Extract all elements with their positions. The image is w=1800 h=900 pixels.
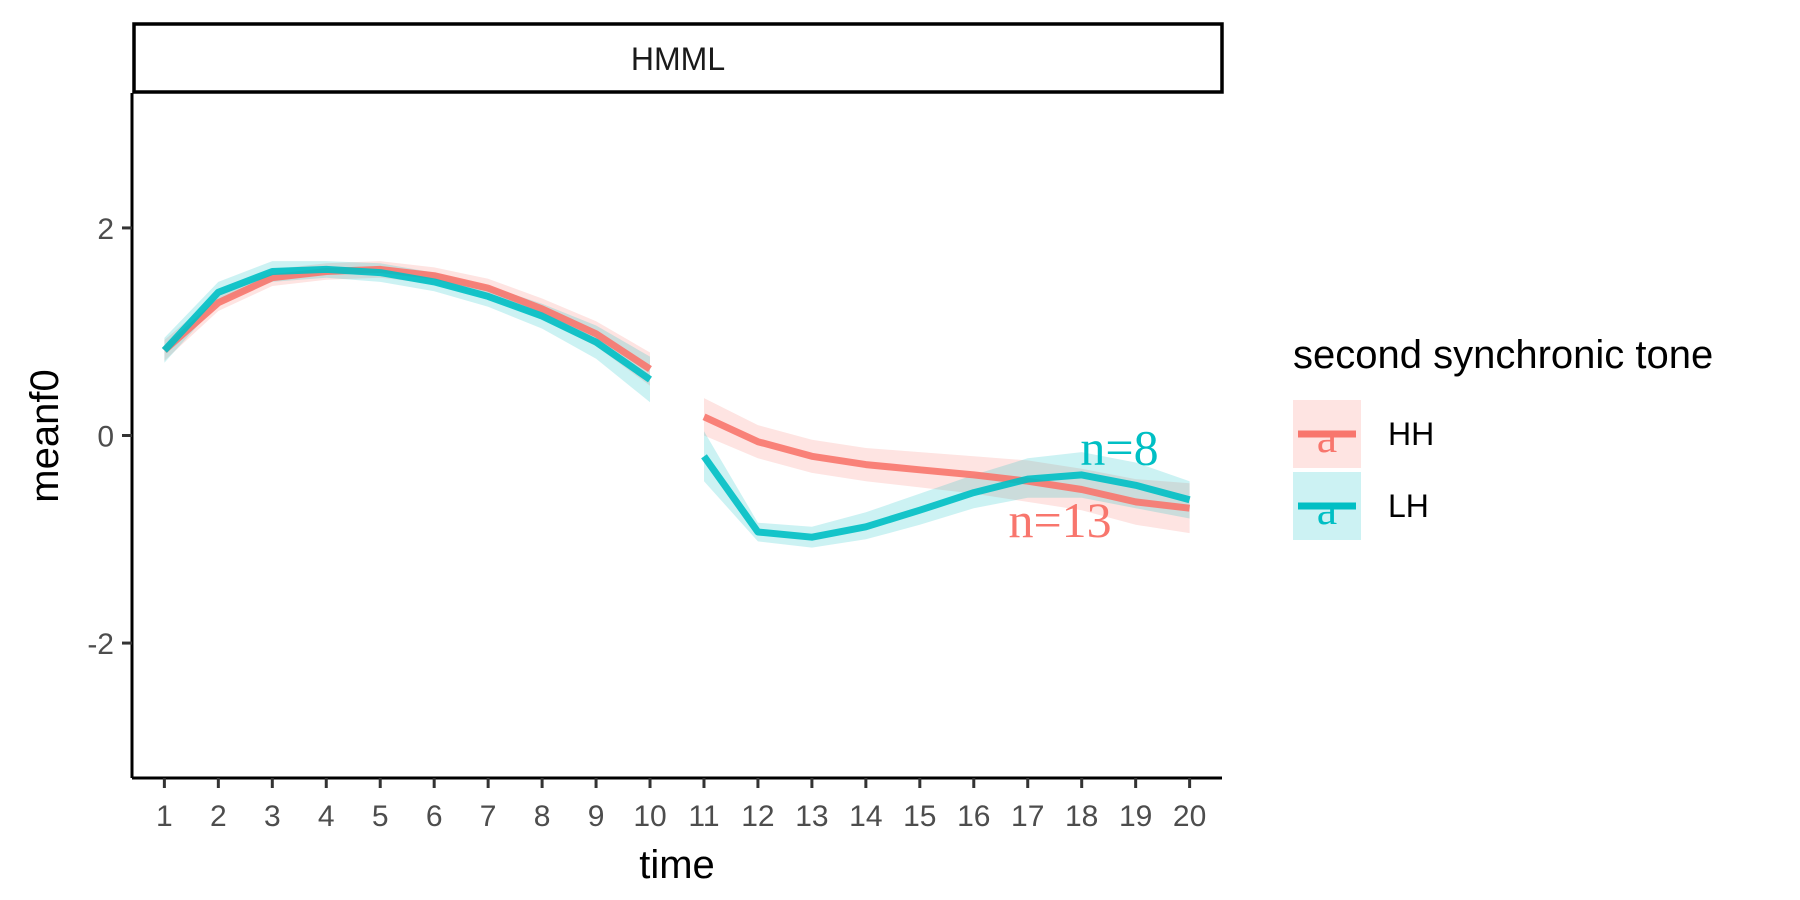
point-hh-t3 [272,277,273,278]
point-hh-t14 [865,464,866,465]
legend-keys: a HH a LH [1293,400,1434,540]
point-lh-t15 [919,510,920,511]
y-tick-label: 2 [97,213,114,246]
x-tick-label: 3 [264,800,281,833]
line-lh-segment-1 [161,265,652,383]
legend: second synchronic tone a HH a LH [1293,333,1713,540]
legend-title: second synchronic tone [1293,333,1713,377]
band-lh-segment-2 [704,431,1190,548]
x-tick-label: 4 [318,800,335,833]
x-tick-label: 19 [1119,800,1152,833]
x-tick-label: 12 [741,800,774,833]
axes [130,93,1222,780]
band-lh-segment-1 [164,261,650,403]
point-hh-t13 [811,456,812,457]
x-tick-label: 7 [480,800,497,833]
point-hh-t18 [1081,489,1082,490]
y-tick-label: -2 [87,628,114,661]
y-ticks: -2 0 2 [87,213,132,661]
point-hh-t9 [596,333,597,334]
point-lh-t9 [596,342,597,343]
point-lh-t16 [973,492,974,493]
facet-strip: HMML [132,22,1224,94]
legend-label-hh: HH [1388,416,1434,452]
line-hh-segment-1 [162,265,652,373]
x-tick-label: 6 [426,800,443,833]
legend-item-hh: a HH [1293,400,1434,468]
legend-key-glyph-hh: a [1317,411,1337,462]
point-hh-t2 [218,302,219,303]
point-lh-t7 [488,296,489,297]
point-hh-t16 [973,474,974,475]
legend-label-lh: LH [1388,488,1429,524]
x-tick-label: 16 [957,800,990,833]
point-hh-t15 [919,469,920,470]
x-tick-label: 14 [849,800,882,833]
point-hh-t11 [704,416,705,417]
n-labels: n=13 n=8 [1008,420,1158,549]
point-hh-t7 [488,288,489,289]
point-hh-t20 [1189,508,1190,509]
x-tick-label: 5 [372,800,389,833]
point-lh-t17 [1027,479,1028,480]
series-lines [161,265,1191,541]
legend-key-glyph-lh: a [1317,483,1337,534]
legend-item-lh: a LH [1293,472,1429,540]
line-hh-segment-2 [702,413,1191,512]
point-lh-t10 [650,379,651,380]
n-label-hh: n=13 [1008,492,1111,548]
point-hh-t10 [650,369,651,370]
point-hh-t19 [1135,501,1136,502]
x-tick-label: 11 [688,800,719,833]
point-lh-t1 [164,350,165,351]
point-hh-t12 [757,441,758,442]
n-label-lh: n=8 [1080,420,1158,476]
x-ticks: 1 2 3 4 5 6 7 8 9 10 11 12 13 14 15 16 17 18 19 20 [156,778,1206,833]
x-tick-label: 13 [795,800,828,833]
facet-strip-label: HMML [631,41,725,77]
point-lh-t8 [542,316,543,317]
point-lh-t12 [757,532,758,533]
x-tick-label: 18 [1065,800,1098,833]
x-tick-label: 9 [588,800,605,833]
x-tick-label: 8 [534,800,551,833]
point-lh-t5 [380,272,381,273]
point-lh-t3 [272,271,273,272]
point-lh-t11 [704,456,705,457]
x-axis-title: time [639,843,715,887]
x-tick-label: 20 [1173,800,1206,833]
y-axis-title: meanf0 [23,369,67,502]
x-tick-label: 1 [156,800,173,833]
x-tick-label: 10 [633,800,666,833]
band-hh-segment-2 [704,398,1190,534]
y-tick-label: 0 [97,421,114,454]
x-tick-label: 15 [903,800,936,833]
point-lh-t13 [811,537,812,538]
point-lh-t4 [326,269,327,270]
point-hh-t8 [542,308,543,309]
point-lh-t2 [218,292,219,293]
point-lh-t19 [1135,485,1136,486]
point-lh-t20 [1189,499,1190,500]
point-lh-t14 [865,526,866,527]
x-tick-label: 2 [210,800,227,833]
point-hh-t6 [434,275,435,276]
facet-strip-box [132,22,1224,94]
point-lh-t6 [434,281,435,282]
x-tick-label: 17 [1011,800,1044,833]
line-lh-segment-2 [701,454,1191,541]
